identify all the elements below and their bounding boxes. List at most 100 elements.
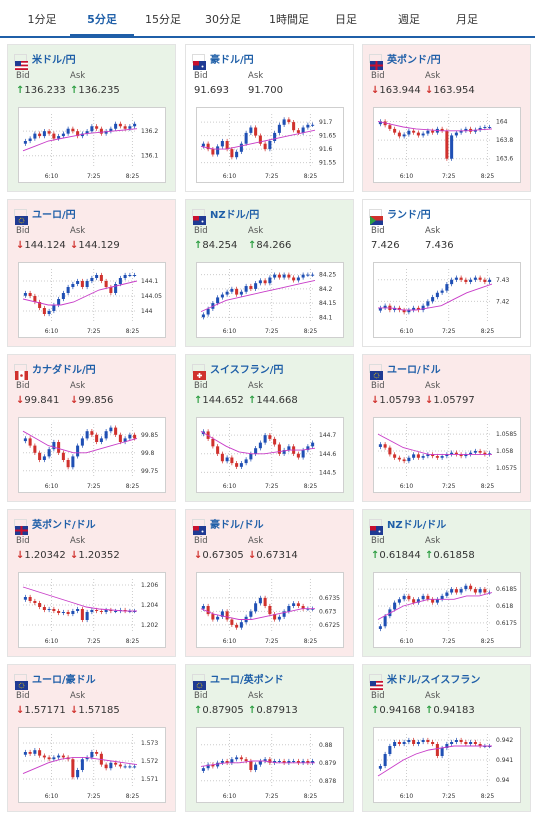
candle	[478, 586, 482, 595]
tab-7[interactable]: 月足	[456, 13, 478, 26]
currency-card[interactable]: カナダドル/円 Bid Ask ↓99.841 ↓99.856 99.85 99.8 99.7…	[7, 354, 176, 502]
currency-card[interactable]: NZドル/ドル Bid Ask ↑0.61844 ↑0.61858 0.6185 0.618…	[362, 509, 531, 657]
mini-chart[interactable]: 1.206 1.204 1.202 6:10 7:25 8:25	[18, 572, 166, 648]
mini-chart[interactable]: 0.6735 0.673 0.6725 6:10 7:25 8:25	[196, 572, 344, 648]
tab-4[interactable]: 1時間足	[269, 13, 309, 26]
tab-5[interactable]: 日足	[335, 13, 357, 26]
candle	[402, 132, 406, 139]
currency-card[interactable]: 米ドル/スイスフラン Bid Ask ↑0.94168 ↑0.94183 0.942 0.9…	[362, 664, 531, 812]
y-tick-label: 84.2	[319, 286, 333, 293]
candle	[38, 450, 42, 463]
mini-chart[interactable]: 1.573 1.572 1.571 6:10 7:25 8:25	[18, 727, 166, 803]
pair-name[interactable]: ユーロ/ドル	[387, 364, 441, 376]
candle	[239, 755, 243, 762]
candle	[239, 141, 243, 154]
candle	[225, 289, 229, 297]
candle	[109, 760, 113, 771]
currency-card[interactable]: 豪ドル/ドル Bid Ask ↓0.67305 ↓0.67314 0.6735 0.673 0…	[185, 509, 354, 657]
card-header: ユーロ/ドル	[369, 361, 441, 380]
mini-chart[interactable]: 99.85 99.8 99.75 6:10 7:25 8:25	[18, 417, 166, 493]
flag-icon	[369, 53, 383, 70]
pair-name[interactable]: NZドル/円	[210, 209, 260, 221]
moving-average-line	[378, 283, 493, 311]
pair-name[interactable]: 米ドル/スイスフラン	[387, 674, 481, 686]
candle	[57, 296, 61, 308]
candle	[33, 748, 37, 756]
candle	[483, 450, 487, 457]
pair-name[interactable]: ユーロ/英ポンド	[210, 674, 284, 686]
moving-average-line	[200, 431, 316, 455]
y-tick-label: 144.6	[319, 451, 336, 458]
ask-price: 84.266	[256, 240, 292, 251]
tab-3[interactable]: 30分足	[205, 13, 241, 26]
currency-card[interactable]: 米ドル/円 Bid Ask ↑136.233 ↑136.235 136.2 136.1 6:1…	[7, 44, 176, 192]
candle	[311, 758, 315, 765]
tab-0[interactable]: 1分足	[27, 13, 57, 26]
currency-card[interactable]: ユーロ/ドル Bid Ask ↓1.05793 ↓1.05797 1.0585 1.058 1…	[362, 354, 531, 502]
arrow-up-icon: ↑	[248, 240, 257, 251]
candle	[104, 762, 108, 771]
tab-1[interactable]: 5分足	[87, 13, 117, 26]
pair-name[interactable]: ユーロ/円	[32, 209, 76, 221]
pair-name[interactable]: カナダドル/円	[32, 364, 96, 376]
currency-card[interactable]: ユーロ/英ポンド Bid Ask ↑0.87905 ↑0.87913 0.88 0.879 0…	[185, 664, 354, 812]
candle	[33, 598, 37, 606]
candle	[230, 146, 234, 160]
candlestick-chart: 91.7 91.65 91.6 91.55 6:10 7:25 8:25	[200, 114, 336, 180]
candle	[71, 608, 75, 617]
candle	[393, 739, 397, 749]
arrow-up-icon: ↑	[194, 395, 203, 406]
mini-chart[interactable]: 0.6185 0.618 0.6175 6:10 7:25 8:25	[373, 572, 521, 648]
pair-name[interactable]: 豪ドル/ドル	[210, 519, 264, 531]
y-tick-label: 0.6175	[496, 620, 517, 627]
currency-card[interactable]: 英ポンド/ドル Bid Ask ↓1.20342 ↓1.20352 1.206 1.204 1…	[7, 509, 176, 657]
x-tick-label: 7:25	[442, 328, 456, 335]
arrow-down-icon: ↓	[371, 85, 380, 96]
mini-chart[interactable]: 144.7 144.6 144.5 6:10 7:25 8:25	[196, 417, 344, 493]
currency-card[interactable]: スイスフラン/円 Bid Ask ↑144.652 ↑144.668 144.7 144.6…	[185, 354, 354, 502]
mini-chart[interactable]: 144.1 144.05 144 6:10 7:25 8:25	[18, 262, 166, 338]
x-tick-label: 7:25	[87, 328, 101, 335]
tab-6[interactable]: 週足	[398, 13, 420, 26]
candle	[488, 277, 492, 285]
x-tick-label: 7:25	[87, 173, 101, 180]
currency-card[interactable]: 豪ドル/円 Bid Ask 91.693 91.700 91.7 91.65 91.6 91.5…	[185, 44, 354, 192]
mini-chart[interactable]: 0.88 0.879 0.878 6:10 7:25 8:25	[196, 727, 344, 803]
pair-name[interactable]: 米ドル/円	[32, 54, 76, 66]
pair-name[interactable]: ランド/円	[387, 209, 431, 221]
mini-chart[interactable]: 0.942 0.941 0.94 6:10 7:25 8:25	[373, 727, 521, 803]
mini-chart[interactable]: 84.25 84.2 84.15 84.1 6:10 7:25 8:25	[196, 262, 344, 338]
candle	[426, 299, 430, 308]
pair-name[interactable]: 豪ドル/円	[210, 54, 254, 66]
moving-average-line	[377, 592, 493, 620]
arrow-up-icon: ↑	[248, 395, 257, 406]
pair-name[interactable]: 英ポンド/円	[387, 54, 441, 66]
y-tick-label: 84.1	[319, 314, 333, 321]
pair-name[interactable]: NZドル/ドル	[387, 519, 447, 531]
candle	[28, 749, 32, 756]
pair-name[interactable]: ユーロ/豪ドル	[32, 674, 96, 686]
candle	[473, 275, 477, 282]
candle	[80, 278, 84, 290]
candle	[426, 593, 430, 602]
currency-card[interactable]: ランド/円 Bid Ask 7.426 7.436 7.43 7.42 6:10 7:25 8:2…	[362, 199, 531, 347]
mini-chart[interactable]: 1.0585 1.058 1.0575 6:10 7:25 8:25	[373, 417, 521, 493]
currency-card[interactable]: ユーロ/円 Bid Ask ↓144.124 ↓144.129 144.1 144.05 14…	[7, 199, 176, 347]
candle	[445, 452, 449, 459]
arrow-up-icon: ↑	[425, 550, 434, 561]
mini-chart[interactable]: 91.7 91.65 91.6 91.55 6:10 7:25 8:25	[196, 107, 344, 183]
bid-price: 0.61844	[379, 550, 421, 561]
candle	[426, 452, 430, 459]
mini-chart[interactable]: 7.43 7.42 6:10 7:25 8:25	[373, 262, 521, 338]
candle	[311, 272, 315, 277]
candle	[206, 762, 210, 771]
pair-name[interactable]: 英ポンド/ドル	[32, 519, 96, 531]
tab-2[interactable]: 15分足	[145, 13, 181, 26]
currency-card[interactable]: NZドル/円 Bid Ask ↑84.254 ↑84.266 84.25 84.2 84.15…	[185, 199, 354, 347]
mini-chart[interactable]: 164 163.8 163.6 6:10 7:25 8:25	[373, 107, 521, 183]
currency-card[interactable]: 英ポンド/円 Bid Ask ↓163.944 ↓163.954 164 163.8 163.…	[362, 44, 531, 192]
currency-card[interactable]: ユーロ/豪ドル Bid Ask ↓1.57171 ↓1.57185 1.573 1.572 1…	[7, 664, 176, 812]
mini-chart[interactable]: 136.2 136.1 6:10 7:25 8:25	[18, 107, 166, 183]
arrow-down-icon: ↓	[16, 550, 25, 561]
pair-name[interactable]: スイスフラン/円	[210, 364, 284, 376]
